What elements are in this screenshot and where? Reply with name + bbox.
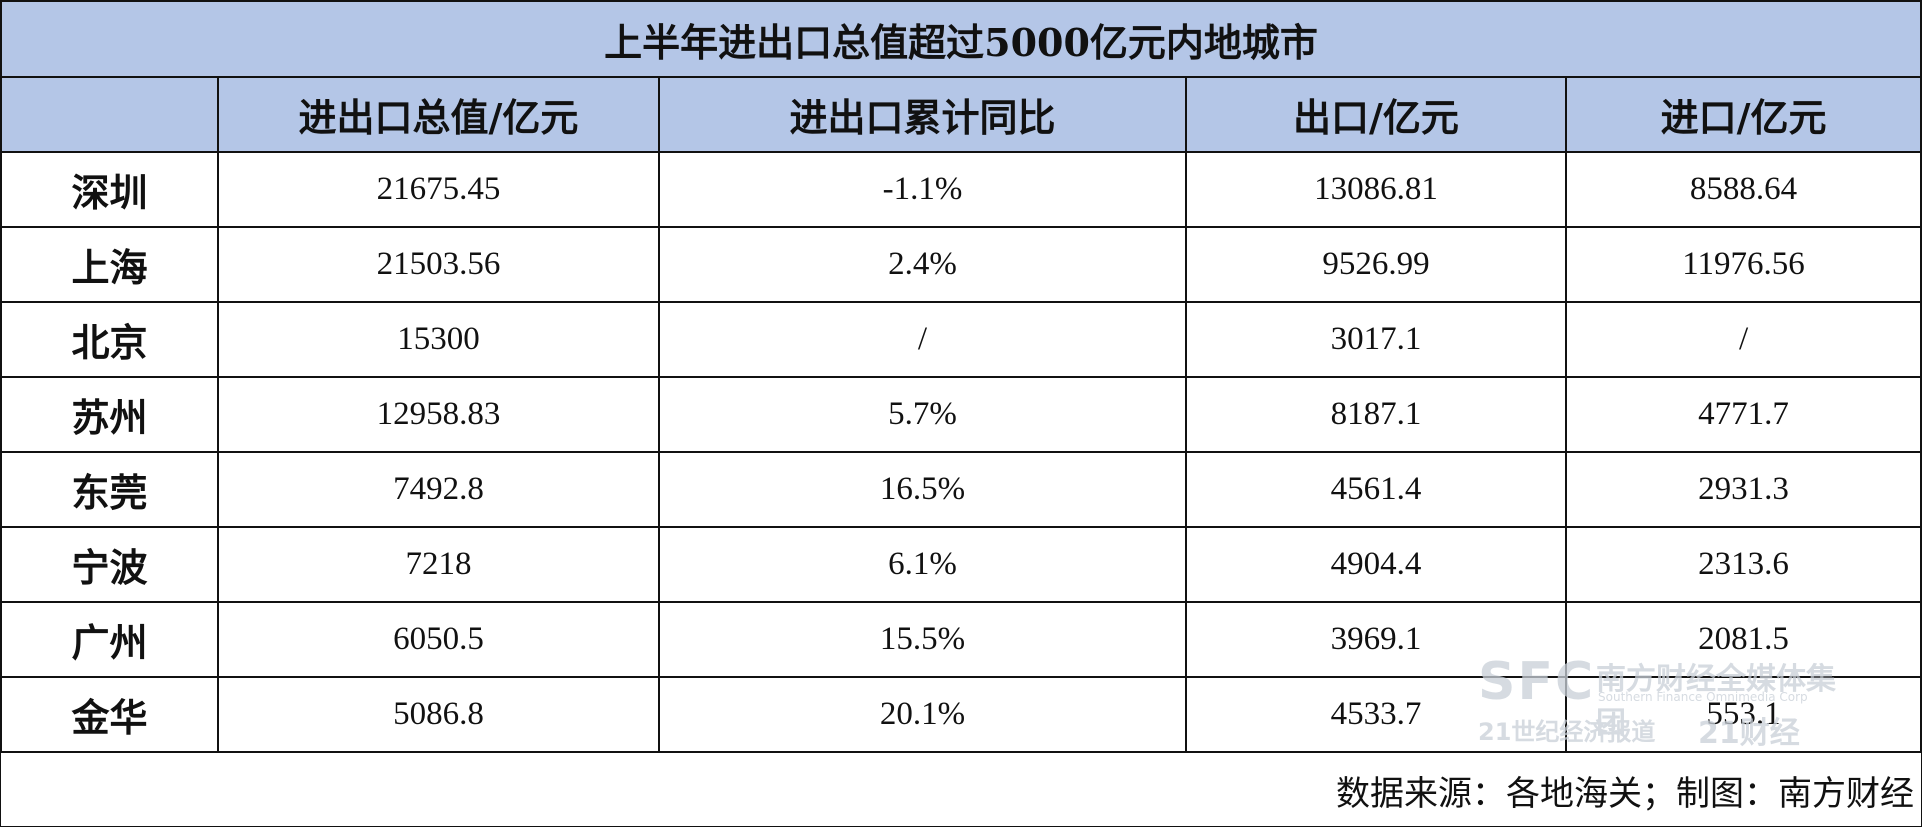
header-cell-city xyxy=(0,76,219,153)
import-cell: / xyxy=(1564,301,1922,378)
header-cell-import: 进口/亿元 xyxy=(1564,76,1922,153)
table-row: 宁波 7218 6.1% 4904.4 2313.6 xyxy=(0,526,1922,603)
export-cell: 4533.7 xyxy=(1185,676,1567,753)
table-row: 广州 6050.5 15.5% 3969.1 2081.5 xyxy=(0,601,1922,678)
yoy-cell: 5.7% xyxy=(658,376,1187,453)
total-cell: 7218 xyxy=(217,526,660,603)
export-cell: 3969.1 xyxy=(1185,601,1567,678)
city-cell: 宁波 xyxy=(0,526,219,603)
import-cell: 8588.64 xyxy=(1564,151,1922,228)
total-cell: 7492.8 xyxy=(217,451,660,528)
import-cell: 4771.7 xyxy=(1564,376,1922,453)
header-cell-yoy: 进出口累计同比 xyxy=(658,76,1187,153)
export-cell: 13086.81 xyxy=(1185,151,1567,228)
total-cell: 5086.8 xyxy=(217,676,660,753)
import-cell: 2931.3 xyxy=(1564,451,1922,528)
yoy-cell: 6.1% xyxy=(658,526,1187,603)
total-cell: 21503.56 xyxy=(217,226,660,303)
total-cell: 6050.5 xyxy=(217,601,660,678)
data-table: 上半年进出口总值超过5000亿元内地城市 进出口总值/亿元 进出口累计同比 出口… xyxy=(0,0,1922,753)
table-row: 上海 21503.56 2.4% 9526.99 11976.56 xyxy=(0,226,1922,303)
city-cell: 广州 xyxy=(0,601,219,678)
import-cell: 11976.56 xyxy=(1564,226,1922,303)
yoy-cell: 2.4% xyxy=(658,226,1187,303)
city-cell: 金华 xyxy=(0,676,219,753)
city-cell: 苏州 xyxy=(0,376,219,453)
header-cell-export: 出口/亿元 xyxy=(1185,76,1567,153)
table-title: 上半年进出口总值超过5000亿元内地城市 xyxy=(0,0,1922,78)
total-cell: 21675.45 xyxy=(217,151,660,228)
city-cell: 北京 xyxy=(0,301,219,378)
yoy-cell: -1.1% xyxy=(658,151,1187,228)
table-row: 北京 15300 / 3017.1 / xyxy=(0,301,1922,378)
yoy-cell: 20.1% xyxy=(658,676,1187,753)
export-cell: 9526.99 xyxy=(1185,226,1567,303)
city-cell: 东莞 xyxy=(0,451,219,528)
header-row: 进出口总值/亿元 进出口累计同比 出口/亿元 进口/亿元 xyxy=(0,76,1922,153)
total-cell: 15300 xyxy=(217,301,660,378)
total-cell: 12958.83 xyxy=(217,376,660,453)
import-cell: 2313.6 xyxy=(1564,526,1922,603)
table-row: 东莞 7492.8 16.5% 4561.4 2931.3 xyxy=(0,451,1922,528)
title-row: 上半年进出口总值超过5000亿元内地城市 xyxy=(0,0,1922,78)
city-cell: 上海 xyxy=(0,226,219,303)
export-cell: 8187.1 xyxy=(1185,376,1567,453)
yoy-cell: 16.5% xyxy=(658,451,1187,528)
city-cell: 深圳 xyxy=(0,151,219,228)
export-cell: 3017.1 xyxy=(1185,301,1567,378)
source-note: 数据来源：各地海关；制图：南方财经 xyxy=(1336,774,1914,814)
table-row: 金华 5086.8 20.1% 4533.7 553.1 xyxy=(0,676,1922,753)
import-cell: 553.1 xyxy=(1564,676,1922,753)
export-cell: 4904.4 xyxy=(1185,526,1567,603)
table-row: 深圳 21675.45 -1.1% 13086.81 8588.64 xyxy=(0,151,1922,228)
yoy-cell: / xyxy=(658,301,1187,378)
import-cell: 2081.5 xyxy=(1564,601,1922,678)
header-cell-total: 进出口总值/亿元 xyxy=(217,76,660,153)
export-cell: 4561.4 xyxy=(1185,451,1567,528)
table-row: 苏州 12958.83 5.7% 8187.1 4771.7 xyxy=(0,376,1922,453)
yoy-cell: 15.5% xyxy=(658,601,1187,678)
